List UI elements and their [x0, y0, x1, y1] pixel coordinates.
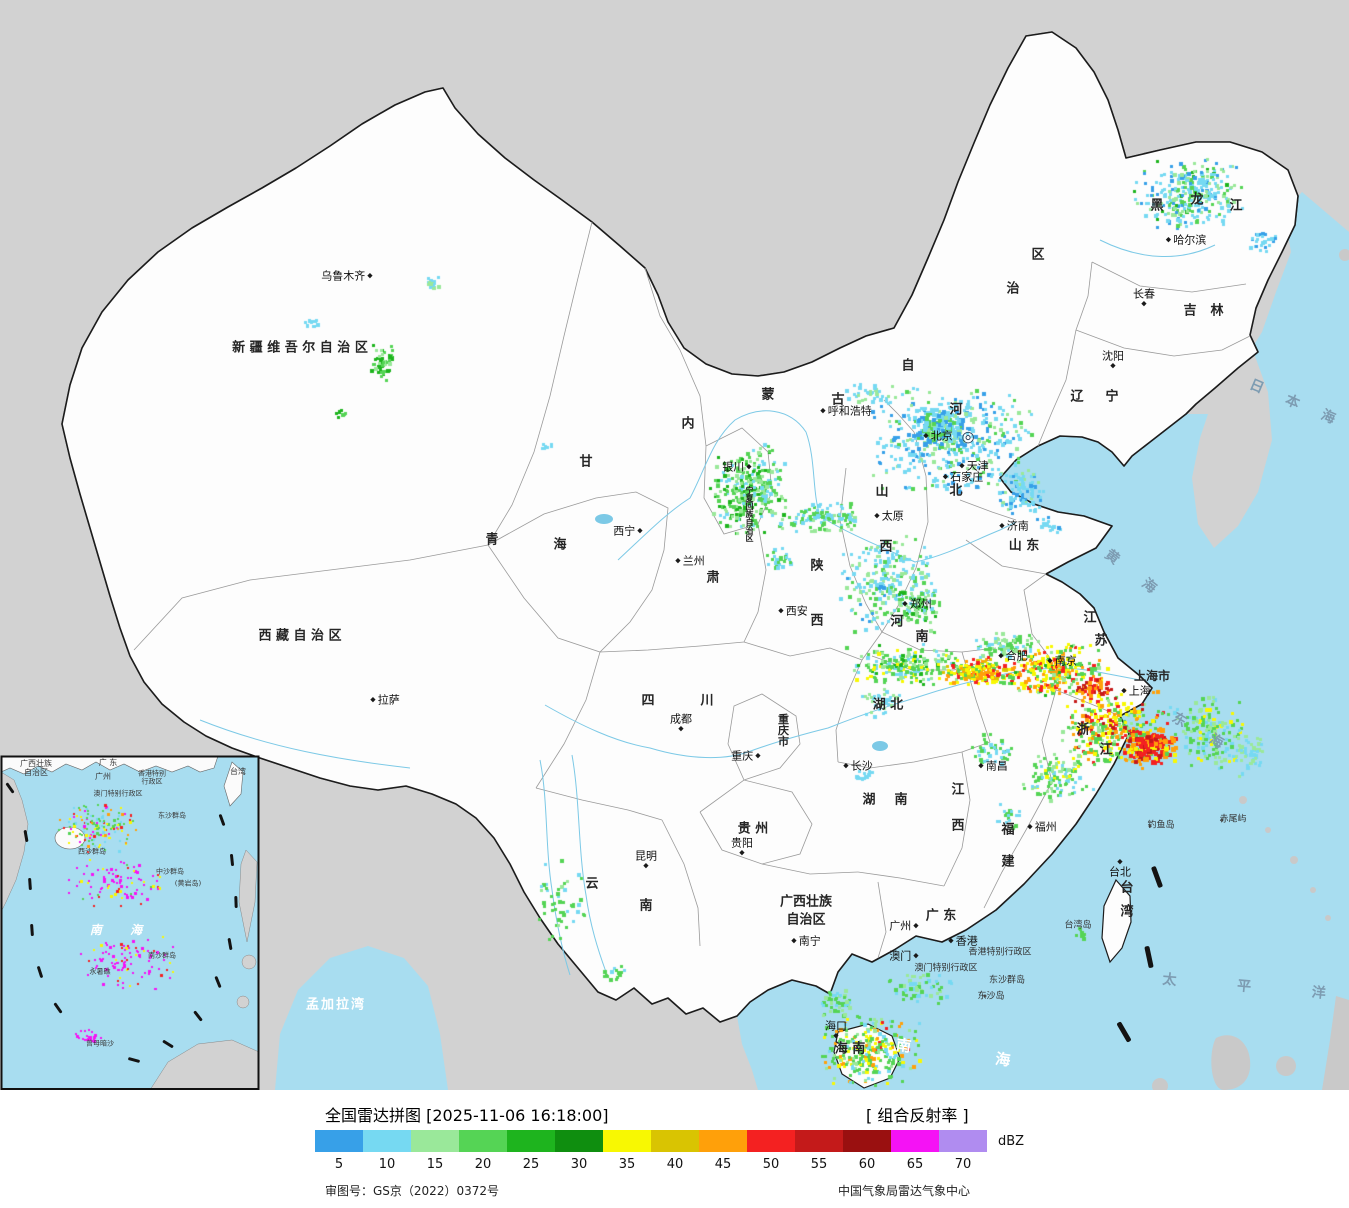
legend-swatch	[459, 1130, 507, 1152]
legend-tick: 25	[522, 1157, 540, 1172]
legend-tick: 60	[858, 1157, 876, 1172]
product-name: [ 组合反射率 ]	[866, 1106, 969, 1125]
legend-swatch	[555, 1130, 603, 1152]
legend-tick: 20	[474, 1157, 492, 1172]
dbz-unit-label: dBZ	[998, 1134, 1025, 1149]
legend-tick: 30	[570, 1157, 588, 1172]
legend-tick: 70	[954, 1157, 972, 1172]
legend-swatch	[747, 1130, 795, 1152]
legend-tick: 45	[714, 1157, 732, 1172]
legend-swatch	[843, 1130, 891, 1152]
radar-echo-layer	[0, 0, 1349, 1090]
data-source: 中国气象局雷达气象中心	[838, 1184, 971, 1198]
legend-tick: 35	[618, 1157, 636, 1172]
legend-tick: 40	[666, 1157, 684, 1172]
legend-swatch	[891, 1130, 939, 1152]
china-radar-map: 新 疆 维 吾 尔 自 治 区西 藏 自 治 区青海甘肃内蒙古自治区宁夏回族自治…	[0, 0, 1349, 1090]
legend-tick: 10	[378, 1157, 396, 1172]
legend-tick: 5	[334, 1157, 344, 1172]
dbz-colorbar	[315, 1130, 987, 1152]
legend-swatch	[315, 1130, 363, 1152]
legend-swatch	[651, 1130, 699, 1152]
map-title: 全国雷达拼图 [2025-11-06 16:18:00]	[325, 1106, 609, 1125]
legend-tick: 65	[906, 1157, 924, 1172]
legend-tick: 55	[810, 1157, 828, 1172]
legend-swatch	[507, 1130, 555, 1152]
legend-tick: 15	[426, 1157, 444, 1172]
legend-swatch	[603, 1130, 651, 1152]
legend-swatch	[363, 1130, 411, 1152]
legend-swatch	[699, 1130, 747, 1152]
map-license: 审图号：GS京（2022）0372号	[325, 1184, 499, 1198]
legend-swatch	[411, 1130, 459, 1152]
legend-swatch	[795, 1130, 843, 1152]
legend-tick: 50	[762, 1157, 780, 1172]
legend-panel: 全国雷达拼图 [2025-11-06 16:18:00] [ 组合反射率 ] 5…	[0, 1090, 1349, 1208]
legend-swatch	[939, 1130, 987, 1152]
